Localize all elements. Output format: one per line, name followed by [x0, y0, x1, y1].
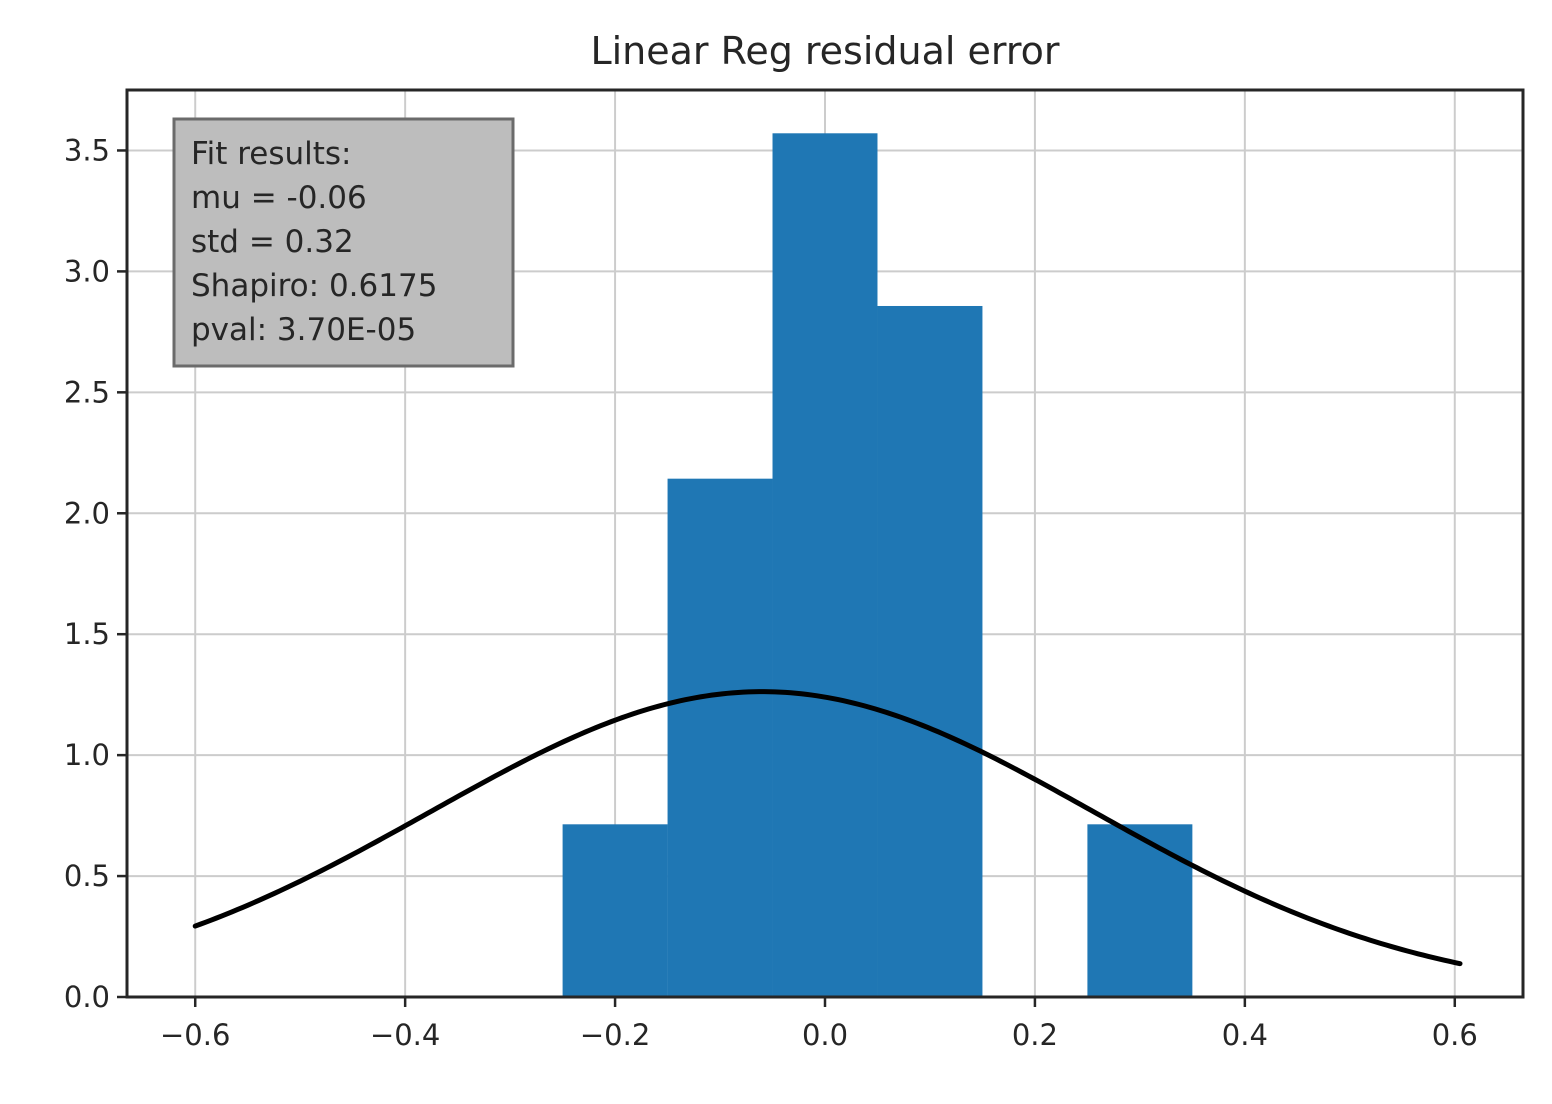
fit-results-line: Fit results:: [191, 136, 352, 172]
histogram-bar: [667, 478, 773, 997]
y-tick-label: 2.5: [64, 375, 110, 409]
fit-curve-group: [192, 689, 1463, 967]
x-tick-label: 0.2: [1012, 1018, 1058, 1052]
x-tick-label: −0.4: [370, 1018, 440, 1052]
histogram-bar: [877, 305, 983, 997]
x-tick-label: 0.0: [802, 1018, 848, 1052]
y-axis-ticks: 0.0 0.5 1.0 1.5 2.0 2.5 3.0 3.5: [64, 133, 127, 1014]
x-tick-label: −0.6: [160, 1018, 230, 1052]
histogram-bars: [562, 133, 1193, 997]
histogram-bar: [772, 133, 878, 997]
y-tick-label: 3.0: [64, 254, 110, 288]
y-tick-label: 1.0: [64, 738, 110, 772]
x-tick-label: 0.4: [1222, 1018, 1268, 1052]
y-tick-label: 3.5: [64, 133, 110, 167]
y-tick-label: 0.0: [64, 980, 110, 1014]
y-tick-label: 1.5: [64, 617, 110, 651]
chart-title: Linear Reg residual error: [590, 29, 1059, 73]
fit-results-line: Shapiro: 0.6175: [191, 268, 437, 304]
fit-results-line: pval: 3.70E-05: [191, 312, 416, 348]
fit-results-box-background: [172, 117, 515, 368]
x-tick-label: 0.6: [1432, 1018, 1478, 1052]
x-axis-ticks: −0.6 −0.4 −0.2 0.0 0.2 0.4 0.6: [160, 997, 1478, 1052]
histogram-bar: [562, 824, 668, 997]
fit-results-line: mu = -0.06: [191, 180, 367, 216]
y-tick-label: 2.0: [64, 496, 110, 530]
x-tick-label: −0.2: [580, 1018, 650, 1052]
fit-results-box: Fit results: mu = -0.06 std = 0.32 Shapiro:…: [172, 117, 515, 368]
fit-curve-line: [192, 689, 1463, 967]
histogram-bar: [1087, 824, 1193, 997]
fit-results-line: std = 0.32: [191, 224, 354, 260]
y-tick-label: 0.5: [64, 859, 110, 893]
